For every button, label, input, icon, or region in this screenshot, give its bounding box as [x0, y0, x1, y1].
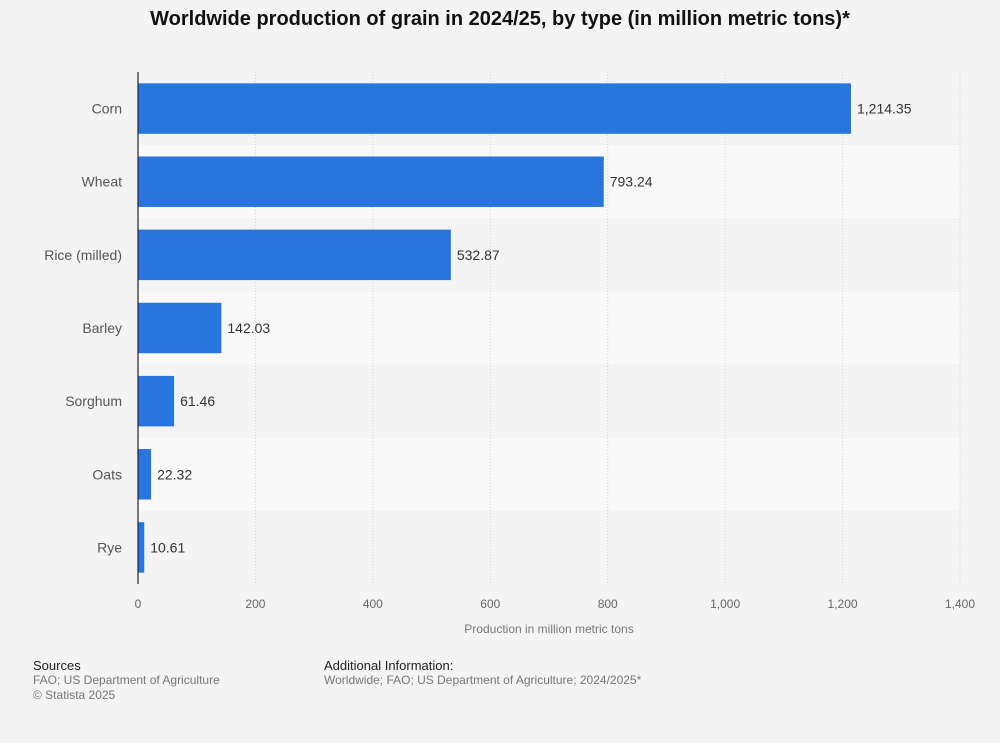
bar-wheat [138, 156, 604, 207]
row-band [138, 291, 960, 365]
x-tick-label: 400 [363, 597, 383, 611]
bar-rice-milled [138, 229, 451, 281]
value-label: 793.24 [610, 174, 653, 190]
chart-title: Worldwide production of grain in 2024/25… [150, 8, 850, 30]
copyright-text: © Statista 2025 [33, 688, 116, 702]
row-band [138, 437, 960, 511]
sources-block: Sources FAO; US Department of Agricultur… [33, 658, 220, 703]
x-tick-label: 1,400 [945, 597, 975, 611]
bar-sorghum [138, 375, 175, 427]
category-label: Corn [92, 101, 122, 117]
category-label: Sorghum [65, 393, 122, 409]
x-axis-title: Production in million metric tons [464, 622, 633, 636]
value-label: 1,214.35 [857, 101, 912, 117]
additional-info-text: Worldwide; FAO; US Department of Agricul… [324, 673, 642, 687]
category-label: Oats [92, 466, 122, 482]
row-band [138, 510, 960, 584]
row-band [138, 364, 960, 438]
value-label: 10.61 [150, 539, 185, 555]
value-label: 142.03 [227, 320, 270, 336]
additional-info-block: Additional Information: Worldwide; FAO; … [324, 658, 641, 688]
x-tick-label: 0 [135, 597, 142, 611]
category-label: Rice (milled) [44, 247, 122, 263]
sources-heading: Sources [33, 658, 81, 673]
sources-text: FAO; US Department of Agriculture [33, 673, 220, 687]
x-tick-label: 800 [598, 597, 618, 611]
category-label: Barley [82, 320, 122, 336]
bar-oats [138, 449, 152, 500]
category-label: Rye [97, 539, 122, 555]
value-label: 532.87 [457, 247, 500, 263]
additional-info-heading: Additional Information: [324, 658, 454, 673]
value-label: 61.46 [180, 393, 215, 409]
x-tick-label: 1,200 [828, 597, 858, 611]
value-label: 22.32 [157, 466, 192, 482]
bar-corn [138, 83, 851, 134]
x-tick-label: 600 [480, 597, 500, 611]
bar-barley [138, 302, 222, 354]
category-label: Wheat [82, 174, 123, 190]
bar-chart: 0 200 400 600 800 1,000 1,200 1,400 Corn 1,214.35… [44, 72, 975, 636]
x-tick-label: 200 [245, 597, 265, 611]
bar-rye [138, 522, 145, 573]
x-tick-label: 1,000 [710, 597, 740, 611]
